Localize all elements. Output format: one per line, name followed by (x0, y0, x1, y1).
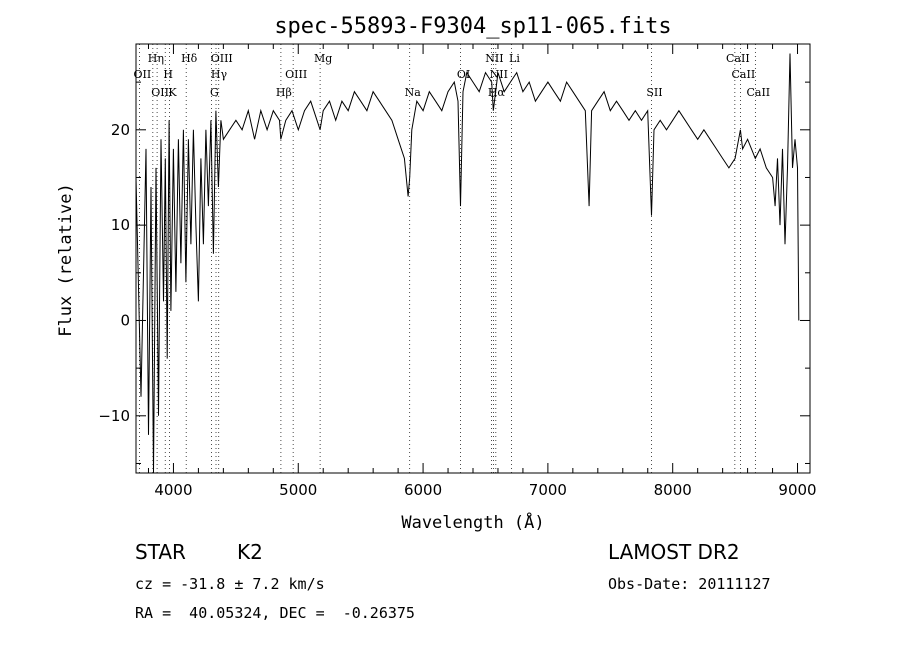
line-label-12: Na (405, 86, 422, 99)
x-tick-label-2: 6000 (404, 481, 442, 499)
x-axis-label: Wavelength (Å) (401, 511, 544, 533)
redshift-readout: cz = -31.8 ± 7.2 km/s (135, 575, 325, 593)
object-class: STAR (135, 540, 186, 564)
line-label-3: H (163, 68, 173, 81)
line-label-19: CaII (726, 52, 750, 65)
spectrum-chart: OIIHηOIIHKHδGHγOIIIHβOIIIMgNaOINIIHαNIIL… (56, 14, 817, 533)
line-label-14: NII (485, 52, 503, 65)
x-tick-label-4: 8000 (654, 481, 692, 499)
line-label-13: OI (457, 68, 470, 81)
line-label-16: NII (490, 68, 508, 81)
y-tick-label-0: −10 (98, 407, 130, 425)
chart-title: spec-55893-F9304_sp11-065.fits (274, 14, 671, 39)
plot-frame (135, 43, 811, 474)
axis-ticks (136, 44, 810, 473)
survey-name: LAMOST DR2 (608, 540, 740, 564)
line-label-1: Hη (148, 52, 164, 65)
line-label-8: OIII (211, 52, 233, 65)
line-label-0: OII (134, 68, 152, 81)
line-label-18: SII (646, 86, 662, 99)
line-label-17: Li (509, 52, 520, 65)
y-tick-label-3: 20 (111, 121, 130, 139)
x-tick-label-0: 4000 (154, 481, 192, 499)
line-label-6: G (210, 86, 219, 99)
spectral-line-labels: OIIHηOIIHKHδGHγOIIIHβOIIIMgNaOINIIHαNIIL… (134, 52, 771, 99)
axis-tick-labels: 4000 5000 6000 7000 8000 9000 −10 0 10 20 (98, 121, 816, 499)
spectral-line-markers (139, 44, 756, 473)
line-label-11: Mg (314, 52, 332, 65)
y-tick-label-2: 10 (111, 216, 130, 234)
line-label-5: Hδ (181, 52, 198, 65)
line-label-2: OII (151, 86, 169, 99)
line-label-20: CaII (732, 68, 756, 81)
line-label-10: OIII (285, 68, 307, 81)
x-tick-label-5: 9000 (778, 481, 816, 499)
line-label-15: Hα (488, 86, 506, 99)
line-label-7: Hγ (211, 68, 228, 81)
x-tick-label-3: 7000 (529, 481, 567, 499)
object-subclass: K2 (237, 540, 263, 564)
y-tick-label-1: 0 (120, 311, 130, 329)
sky-coordinates: RA = 40.05324, DEC = -0.26375 (135, 604, 415, 622)
observation-date: Obs-Date: 20111127 (608, 575, 771, 593)
line-label-21: CaII (746, 86, 770, 99)
spectrum-series-line (135, 53, 800, 474)
line-label-9: Hβ (276, 86, 292, 99)
line-label-4: K (168, 86, 177, 99)
y-axis-label: Flux (relative) (56, 183, 76, 337)
x-tick-label-1: 5000 (279, 481, 317, 499)
